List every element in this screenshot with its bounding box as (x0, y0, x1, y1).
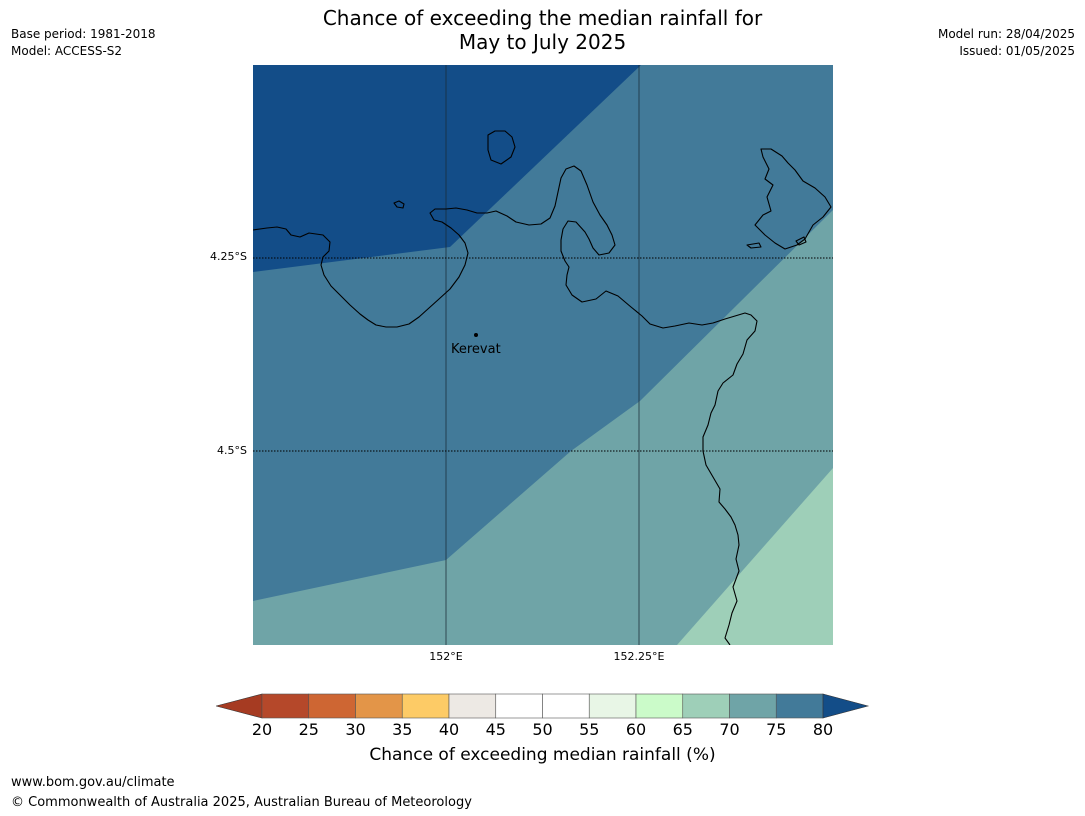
colorbar-tick: 40 (438, 720, 460, 739)
meta-right: Model run: 28/04/2025 Issued: 01/05/2025 (938, 26, 1075, 60)
colorbar-tick: 55 (579, 720, 600, 739)
footer-url[interactable]: www.bom.gov.au/climate (11, 775, 175, 790)
base-period: Base period: 1981-2018 (11, 27, 156, 41)
model-run: Model run: 28/04/2025 (937, 27, 1075, 41)
colorbar-extend-low (214, 693, 263, 719)
colorbar-tick: 35 (392, 720, 413, 739)
colorbar-segment (448, 693, 497, 719)
colorbar-label: Chance of exceeding median rainfall (%) (369, 745, 716, 765)
coastline-main (253, 165, 758, 645)
duke-of-york-islands (754, 148, 832, 250)
islet-east-2 (795, 236, 807, 246)
parallel-lines (253, 257, 833, 452)
map-svg[interactable] (253, 65, 833, 645)
colorbar-segment (682, 693, 730, 719)
colorbar-extend-high (822, 693, 870, 719)
issued-date: Issued: 01/05/2025 (959, 44, 1075, 58)
lon-label-152-25: 152.25°E (613, 650, 665, 663)
colorbar-tick: 80 (812, 720, 834, 739)
title-line-2: May to July 2025 (458, 30, 627, 54)
colorbar-tick: 70 (719, 720, 740, 739)
lon-label-152: 152°E (429, 650, 463, 663)
colorbar-segment (261, 693, 310, 719)
colorbar-segment (308, 693, 356, 719)
colorbar-tick: 20 (251, 720, 273, 739)
colorbar-segment (775, 693, 824, 719)
coastline (253, 130, 832, 645)
colorbar-segment (588, 693, 637, 719)
colorbar-segment (635, 693, 684, 719)
colorbar-tick: 75 (766, 720, 787, 739)
colorbar (214, 692, 870, 720)
title-line-1: Chance of exceeding the median rainfall … (322, 6, 763, 30)
colorbar-tick: 25 (298, 720, 319, 739)
zone-70-75 (253, 210, 833, 645)
islet-east-1 (746, 242, 762, 249)
colorbar-tick: 50 (532, 720, 553, 739)
lat-label-4-25: 4.25°S (210, 250, 247, 263)
colorbar-segment (401, 693, 450, 719)
colorbar-segment (495, 693, 543, 719)
zone-80-plus (253, 65, 641, 272)
colorbar-tick: 65 (672, 720, 693, 739)
colorbar-tick: 45 (485, 720, 506, 739)
map-title: Chance of exceeding the median rainfall … (0, 6, 1085, 54)
island-north (487, 130, 516, 165)
map-panel[interactable] (253, 65, 833, 645)
zone-65-70 (677, 468, 833, 645)
kerevat-marker[interactable] (474, 333, 478, 337)
lat-label-4-5: 4.5°S (217, 444, 247, 457)
colorbar-segment (355, 693, 403, 719)
meridian-lines (445, 65, 640, 645)
footer-copyright: © Commonwealth of Australia 2025, Austra… (11, 795, 472, 810)
colorbar-svg (214, 693, 870, 719)
colorbar-tick: 30 (345, 720, 366, 739)
model-name: Model: ACCESS-S2 (11, 44, 123, 58)
colorbar-segment (542, 693, 590, 719)
place-label-kerevat: Kerevat (451, 342, 501, 357)
colorbar-tick: 60 (625, 720, 647, 739)
meta-left: Base period: 1981-2018 Model: ACCESS-S2 (11, 26, 156, 60)
islet-small (393, 200, 405, 209)
colorbar-segment (729, 693, 777, 719)
